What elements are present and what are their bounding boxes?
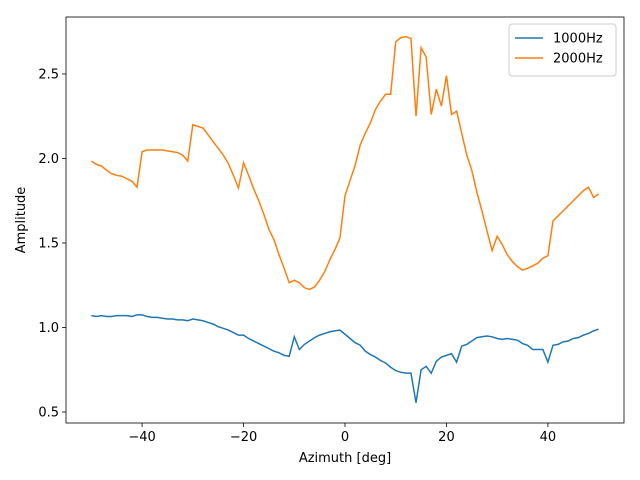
plot-frame [65, 16, 625, 424]
y-tick-label: 0.5 [38, 406, 59, 421]
x-tick-label: 20 [438, 430, 455, 445]
x-axis-label: Azimuth [deg] [299, 451, 391, 466]
x-tick-label: 40 [540, 430, 557, 445]
line-series [90, 36, 600, 291]
y-tick-label: 1.0 [38, 321, 59, 336]
y-tick-label: 1.5 [38, 236, 59, 251]
y-axis-label: Amplitude [14, 187, 29, 254]
x-tick-label: −40 [128, 430, 155, 445]
legend-label: 2000Hz [553, 52, 603, 67]
x-tick-label: −20 [230, 430, 257, 445]
x-tick-label: 0 [341, 430, 349, 445]
y-tick-label: 2.5 [38, 67, 59, 82]
legend-box [508, 23, 617, 77]
y-tick-label: 2.0 [38, 152, 59, 167]
legend-label: 1000Hz [553, 32, 603, 47]
line-series [91, 314, 599, 403]
